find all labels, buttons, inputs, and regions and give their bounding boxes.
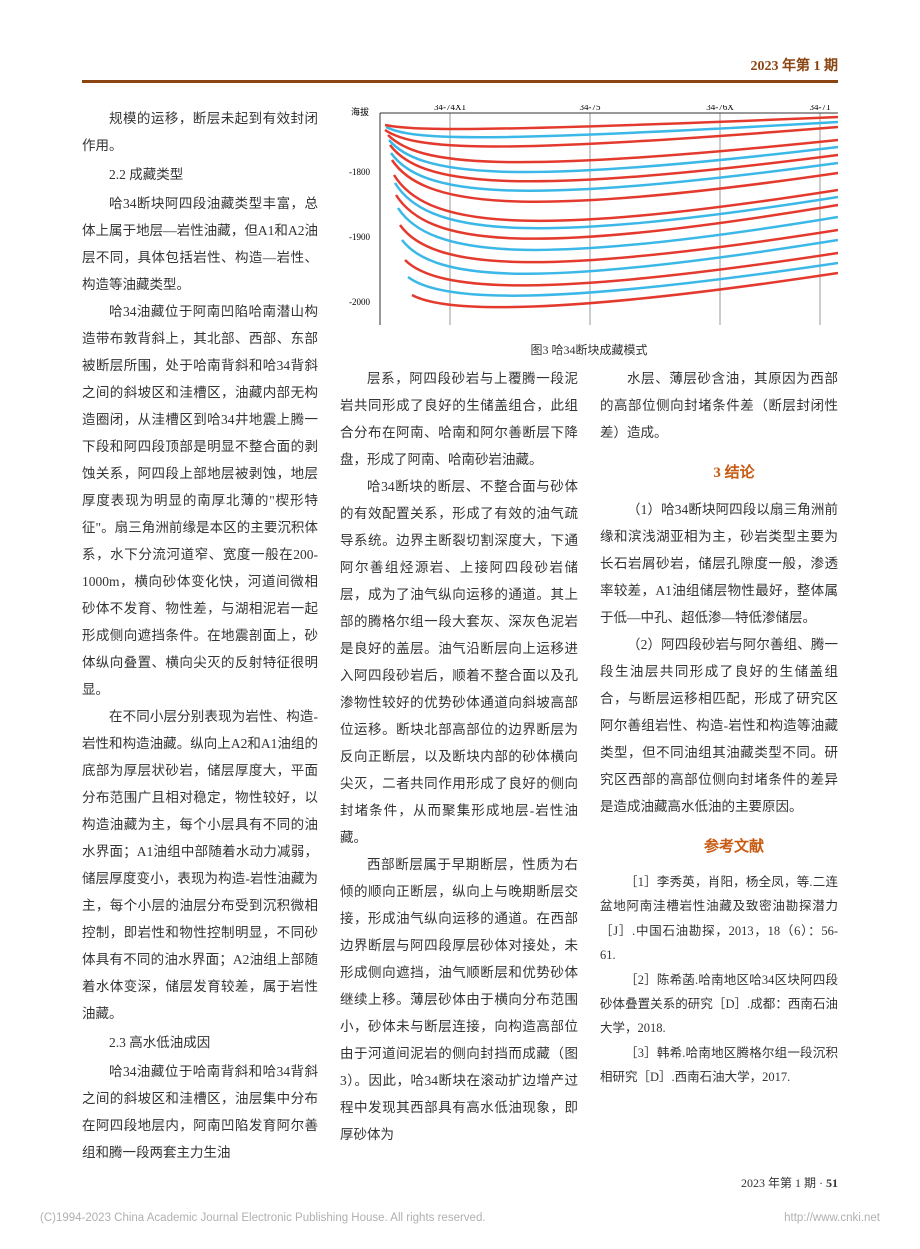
well-label: 34-71: [810, 105, 831, 112]
page-footer: 2023 年第 1 期 · 51: [741, 1174, 838, 1191]
well-label: 34-75: [580, 105, 601, 112]
reference-item: ［3］韩希.哈南地区腾格尔组一段沉积相研究［D］.西南石油大学，2017.: [600, 1041, 838, 1090]
body-text: 水层、薄层砂含油，其原因为西部的高部位侧向封堵条件差（断层封闭性差）造成。: [600, 365, 838, 446]
body-text: 规模的运移，断层未起到有效封闭作用。: [82, 105, 318, 159]
copyright-text: (C)1994-2023 China Academic Journal Elec…: [40, 1212, 486, 1224]
body-text: 在不同小层分别表现为岩性、构造-岩性和构造油藏。纵向上A2和A1油组的底部为厚层…: [82, 703, 318, 1027]
figure-3: 海拔 -1800 -1900 -2000 34-74X1 34-75 34-76X 3…: [340, 105, 838, 358]
figure-3-caption: 图3 哈34断块成藏模式: [340, 341, 838, 358]
column-2: 层系，阿四段砂岩与上覆腾一段泥岩共同形成了良好的生储盖组合，此组合分布在阿南、哈…: [340, 365, 578, 1148]
body-text: 哈34油藏位于哈南背斜和哈34背斜之间的斜坡区和洼槽区，油层集中分布在阿四段地层…: [82, 1058, 318, 1166]
body-text: 哈34油藏位于阿南凹陷哈南潜山构造带布敦背斜上，其北部、西部、东部被断层所围，处…: [82, 298, 318, 703]
body-text: 层系，阿四段砂岩与上覆腾一段泥岩共同形成了良好的生储盖组合，此组合分布在阿南、哈…: [340, 365, 578, 473]
body-text: 哈34断块阿四段油藏类型丰富，总体上属于地层—岩性油藏，但A1和A2油层不同，具…: [82, 190, 318, 298]
y-tick: -2000: [349, 297, 370, 307]
page-number: 51: [826, 1176, 838, 1190]
column-1: 规模的运移，断层未起到有效封闭作用。 2.2 成藏类型 哈34断块阿四段油藏类型…: [82, 105, 318, 1166]
well-label: 34-74X1: [434, 105, 466, 112]
copyright-url: http://www.cnki.net: [784, 1212, 880, 1224]
header-rule: [82, 80, 838, 83]
section-3-title: 3 结论: [600, 458, 838, 488]
body-text: 哈34断块的断层、不整合面与砂体的有效配置关系，形成了有效的油气疏导系统。边界主…: [340, 473, 578, 851]
reference-item: ［1］李秀英，肖阳，杨全凤，等.二连盆地阿南洼槽岩性油藏及致密油勘探潜力［J］.…: [600, 870, 838, 968]
columns-2-3: 层系，阿四段砂岩与上覆腾一段泥岩共同形成了良好的生储盖组合，此组合分布在阿南、哈…: [340, 365, 838, 1148]
well-label: 34-76X: [706, 105, 734, 112]
y-tick: -1800: [349, 167, 370, 177]
y-tick: -1900: [349, 232, 370, 242]
subhead-2-3: 2.3 高水低油成因: [82, 1029, 318, 1056]
figure-3-svg: 海拔 -1800 -1900 -2000 34-74X1 34-75 34-76X 3…: [340, 105, 838, 335]
copyright-line: (C)1994-2023 China Academic Journal Elec…: [40, 1212, 880, 1224]
subhead-2-2: 2.2 成藏类型: [82, 161, 318, 188]
body-text: （1）哈34断块阿四段以扇三角洲前缘和滨浅湖亚相为主，砂岩类型主要为长石岩屑砂岩…: [600, 496, 838, 631]
footer-issue: 2023 年第 1 期 ·: [741, 1176, 826, 1190]
issue-header: 2023 年第 1 期: [751, 55, 839, 75]
page-content: 规模的运移，断层未起到有效封闭作用。 2.2 成藏类型 哈34断块阿四段油藏类型…: [82, 105, 838, 366]
references-title: 参考文献: [600, 832, 838, 862]
body-text: 西部断层属于早期断层，性质为右倾的顺向正断层，纵向上与晚期断层交接，形成油气纵向…: [340, 851, 578, 1148]
y-axis-label: 海拔: [351, 106, 369, 117]
body-text: （2）阿四段砂岩与阿尔善组、腾一段生油层共同形成了良好的生储盖组合，与断层运移相…: [600, 631, 838, 820]
reference-item: ［2］陈希菡.哈南地区哈34区块阿四段砂体叠置关系的研究［D］.成都：西南石油大…: [600, 968, 838, 1041]
column-3: 水层、薄层砂含油，其原因为西部的高部位侧向封堵条件差（断层封闭性差）造成。 3 …: [600, 365, 838, 1148]
